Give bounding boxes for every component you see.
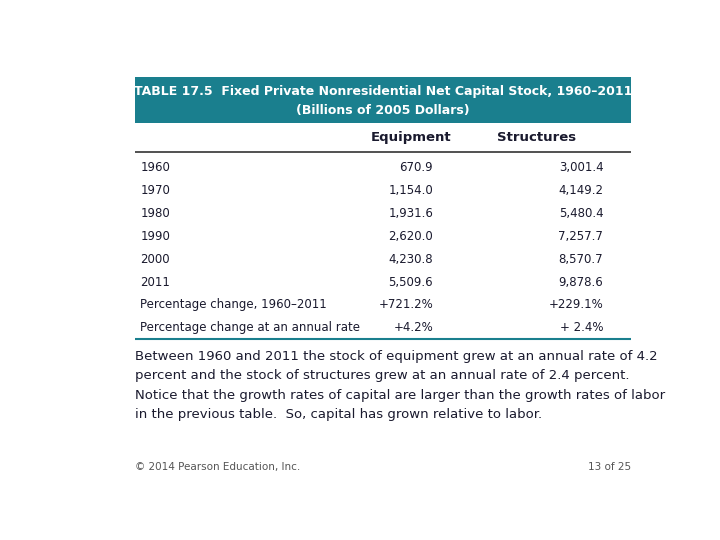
Text: 2,620.0: 2,620.0 — [388, 230, 433, 243]
Text: 670.9: 670.9 — [400, 161, 433, 174]
Text: TABLE 17.5  Fixed Private Nonresidential Net Capital Stock, 1960–2011: TABLE 17.5 Fixed Private Nonresidential … — [134, 85, 632, 98]
Text: +721.2%: +721.2% — [379, 299, 433, 312]
Text: percent and the stock of structures grew at an annual rate of 2.4 percent.: percent and the stock of structures grew… — [135, 369, 629, 382]
Text: 9,878.6: 9,878.6 — [559, 275, 603, 288]
Text: in the previous table.  So, capital has grown relative to labor.: in the previous table. So, capital has g… — [135, 408, 541, 421]
Text: Percentage change, 1960–2011: Percentage change, 1960–2011 — [140, 299, 327, 312]
Text: 2000: 2000 — [140, 253, 170, 266]
Text: 3,001.4: 3,001.4 — [559, 161, 603, 174]
Text: 7,257.7: 7,257.7 — [559, 230, 603, 243]
Text: Structures: Structures — [497, 131, 576, 144]
Text: 1,154.0: 1,154.0 — [388, 184, 433, 197]
Text: 5,509.6: 5,509.6 — [389, 275, 433, 288]
Text: 1980: 1980 — [140, 207, 170, 220]
Text: 2011: 2011 — [140, 275, 170, 288]
Text: 5,480.4: 5,480.4 — [559, 207, 603, 220]
Text: 8,570.7: 8,570.7 — [559, 253, 603, 266]
Text: Percentage change at an annual rate: Percentage change at an annual rate — [140, 321, 360, 334]
FancyBboxPatch shape — [135, 77, 631, 123]
Text: Equipment: Equipment — [371, 131, 451, 144]
Text: 4,149.2: 4,149.2 — [559, 184, 603, 197]
Text: 13 of 25: 13 of 25 — [588, 462, 631, 472]
Text: +4.2%: +4.2% — [393, 321, 433, 334]
Text: 1970: 1970 — [140, 184, 170, 197]
Text: 1990: 1990 — [140, 230, 170, 243]
Text: + 2.4%: + 2.4% — [560, 321, 603, 334]
Text: (Billions of 2005 Dollars): (Billions of 2005 Dollars) — [296, 104, 469, 117]
Text: © 2014 Pearson Education, Inc.: © 2014 Pearson Education, Inc. — [135, 462, 300, 472]
Text: +229.1%: +229.1% — [549, 299, 603, 312]
Text: 4,230.8: 4,230.8 — [389, 253, 433, 266]
Text: 1960: 1960 — [140, 161, 170, 174]
Text: 1,931.6: 1,931.6 — [388, 207, 433, 220]
Text: Notice that the growth rates of capital are larger than the growth rates of labo: Notice that the growth rates of capital … — [135, 388, 665, 402]
Text: Between 1960 and 2011 the stock of equipment grew at an annual rate of 4.2: Between 1960 and 2011 the stock of equip… — [135, 349, 657, 363]
